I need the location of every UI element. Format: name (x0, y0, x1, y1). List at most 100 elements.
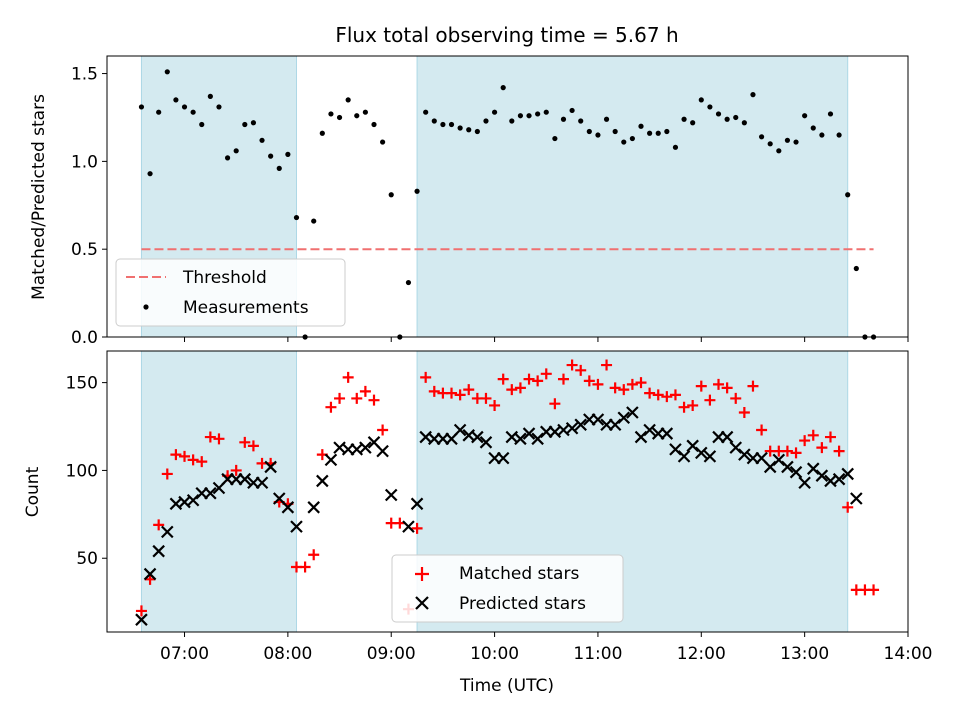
matched-star-point (420, 371, 432, 383)
measurement-point (853, 265, 859, 272)
predicted-star-point (763, 460, 777, 474)
matched-star-point (299, 561, 311, 573)
matched-legend-label: Matched stars (459, 564, 579, 584)
matched-star-point (669, 389, 681, 401)
measurement-point (535, 111, 541, 117)
measurements-legend-label: Measurements (183, 298, 309, 318)
matched-star-point (532, 375, 544, 387)
measurement-point (242, 121, 248, 128)
predicted-star-point (695, 446, 708, 460)
measurement-point (698, 97, 704, 103)
measurement-point (793, 139, 799, 145)
predicted-star-point (729, 441, 743, 454)
measurement-point (354, 113, 360, 119)
measurement-point (655, 130, 661, 136)
predicted-star-point (703, 450, 717, 463)
measurement-point (741, 120, 747, 126)
measurement-point (681, 116, 687, 122)
matched-star-point (747, 380, 759, 392)
measurement-point (216, 104, 222, 110)
measurement-point (578, 118, 584, 124)
matched-star-point (334, 392, 346, 404)
measurement-point (560, 116, 567, 122)
matched-star-point (635, 377, 647, 389)
matched-star-point (644, 387, 656, 399)
predicted-star-point (161, 525, 174, 539)
matched-star-point (351, 392, 363, 404)
measurement-point (784, 137, 791, 143)
predicted-star-point (806, 462, 820, 475)
measurement-point (233, 148, 239, 154)
measurement-point (268, 153, 274, 159)
threshold-legend-label: Threshold (182, 268, 267, 288)
top-legend: Threshold Measurements (115, 258, 346, 327)
matched-legend-swatch (415, 567, 429, 581)
predicted-star-point (738, 448, 751, 461)
top-y-ticks: 0.0 0.5 1.0 1.5 (71, 65, 107, 348)
matched-star-point (678, 401, 690, 413)
matched-star-point (833, 445, 845, 457)
matched-star-point (756, 424, 768, 436)
measurement-point (138, 104, 145, 110)
matched-star-point (411, 522, 423, 534)
matched-star-point (454, 389, 466, 401)
matched-star-point (799, 435, 811, 447)
predicted-star-point (832, 472, 846, 486)
measurement-point (715, 111, 722, 117)
measurement-point (276, 165, 282, 171)
measurement-point (380, 139, 386, 145)
y-tick-label: 1.0 (71, 152, 98, 172)
measurement-point (388, 192, 394, 198)
matched-star-point (713, 378, 725, 390)
matched-star-point (626, 378, 638, 390)
predicted-star-point (608, 418, 622, 432)
measurement-point (156, 109, 162, 115)
predicted-star-point (290, 520, 303, 533)
predicted-star-point (264, 460, 277, 474)
matched-star-point (868, 584, 880, 596)
predicted-star-point (574, 418, 587, 432)
measurement-point (164, 69, 170, 75)
measurement-points (138, 69, 877, 340)
measurement-point (690, 120, 696, 126)
measurement-point (190, 109, 196, 115)
predicted-star-point (781, 460, 794, 474)
bottom-legend-box (391, 554, 624, 623)
matched-star-point (144, 573, 156, 585)
measurement-point (767, 141, 773, 147)
predicted-star-point (850, 492, 863, 505)
measurement-point (250, 120, 257, 126)
predicted-star-point (565, 421, 579, 435)
measurement-point (302, 334, 308, 340)
predicted-star-point (591, 413, 605, 426)
top-x-ticks (184, 337, 909, 342)
predicted-star-point (152, 544, 165, 558)
predicted-star-point (376, 444, 389, 458)
measurement-point (552, 135, 558, 142)
matched-star-point (489, 399, 501, 411)
measurement-point (207, 93, 213, 99)
predicted-legend-label: Predicted stars (459, 594, 586, 614)
measurement-point (776, 148, 782, 154)
predicted-star-point (841, 467, 854, 481)
predicted-star-point (307, 501, 320, 514)
shaded-interval (416, 55, 849, 338)
measurement-point (517, 113, 524, 119)
predicted-star-point (669, 443, 682, 456)
matched-star-point (842, 501, 854, 513)
measurement-point (199, 121, 205, 128)
matched-star-point (161, 468, 173, 480)
measurement-point (457, 125, 463, 131)
measurement-point (362, 109, 368, 115)
predicted-star-point (634, 430, 648, 444)
measurement-point (543, 109, 549, 115)
matched-star-point (187, 454, 199, 466)
predicted-star-point (135, 613, 148, 626)
matched-star-point (204, 431, 216, 443)
predicted-star-point (453, 423, 467, 437)
matched-star-point (497, 373, 509, 385)
matched-star-point (609, 382, 621, 394)
matched-star-point (463, 384, 475, 396)
matched-star-point (170, 449, 182, 461)
